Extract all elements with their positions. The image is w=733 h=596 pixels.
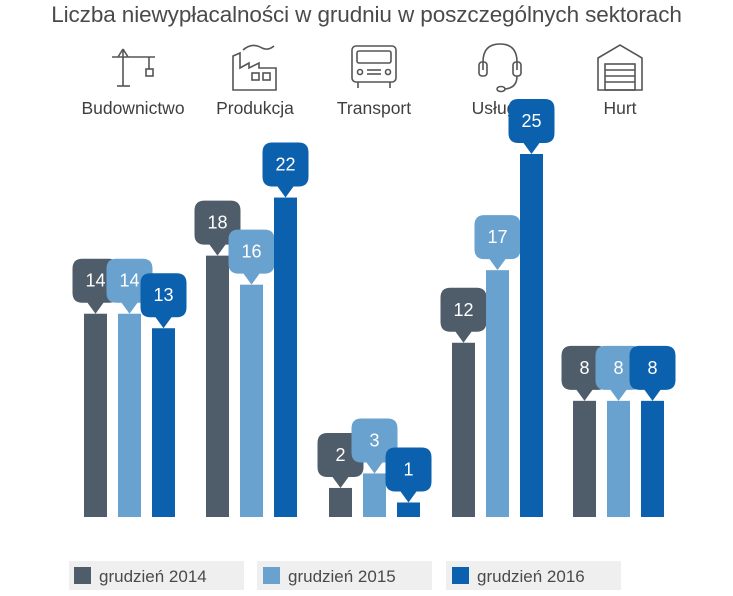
value-bubble — [385, 447, 432, 503]
bar — [607, 400, 630, 517]
data-label: 17 — [487, 227, 507, 247]
data-label: 1 — [403, 459, 413, 479]
value-bubble — [629, 345, 676, 401]
crane-icon — [112, 48, 155, 87]
value-bubble — [440, 287, 487, 343]
data-label: 22 — [275, 155, 295, 175]
data-label: 13 — [153, 285, 173, 305]
bar — [452, 342, 475, 517]
category-label: Transport — [337, 98, 411, 118]
data-label: 16 — [241, 242, 261, 262]
legend-swatch-2016 — [452, 567, 469, 584]
legend-label-2016: grudzień 2016 — [477, 567, 585, 586]
bar — [206, 255, 229, 517]
data-label: 12 — [453, 300, 473, 320]
bar — [274, 197, 297, 517]
legend-label-2015: grudzień 2015 — [288, 567, 396, 586]
warehouse-icon — [597, 44, 643, 91]
legend-label-2014: grudzień 2014 — [99, 567, 207, 586]
data-label: 3 — [369, 430, 379, 450]
chart-title: Liczba niewypłacalności w grudniu w posz… — [51, 2, 682, 27]
value-bubble — [262, 142, 309, 198]
bar — [329, 487, 352, 517]
legend: grudzień 2014 grudzień 2015 grudzień 201… — [69, 561, 621, 590]
legend-swatch-2015 — [263, 567, 280, 584]
bar — [573, 400, 596, 517]
bar — [152, 328, 175, 517]
data-label: 25 — [521, 111, 541, 131]
bar — [118, 313, 141, 517]
bar — [641, 400, 664, 517]
bar — [486, 270, 509, 517]
value-bubble — [474, 215, 521, 271]
category-label: Produkcja — [216, 98, 294, 118]
data-label: 14 — [85, 271, 105, 291]
bar — [397, 502, 420, 517]
bar — [520, 154, 543, 517]
data-label: 8 — [579, 358, 589, 378]
data-label: 8 — [647, 358, 657, 378]
data-label: 18 — [207, 213, 227, 233]
category-label: Hurt — [603, 98, 636, 118]
category-label: Budownictwo — [81, 98, 184, 118]
headset-icon — [478, 43, 522, 93]
category-label: Usługi — [472, 98, 521, 118]
bar — [363, 473, 386, 517]
value-bubble — [508, 99, 555, 154]
bar — [240, 284, 263, 517]
legend-swatch-2014 — [74, 567, 91, 584]
data-label: 2 — [335, 445, 345, 465]
data-label: 8 — [613, 358, 623, 378]
bar — [84, 313, 107, 517]
data-label: 14 — [119, 271, 139, 291]
factory-icon — [232, 44, 277, 91]
value-bubble — [140, 273, 187, 329]
value-bubble — [228, 229, 275, 285]
bus-icon — [351, 45, 397, 88]
